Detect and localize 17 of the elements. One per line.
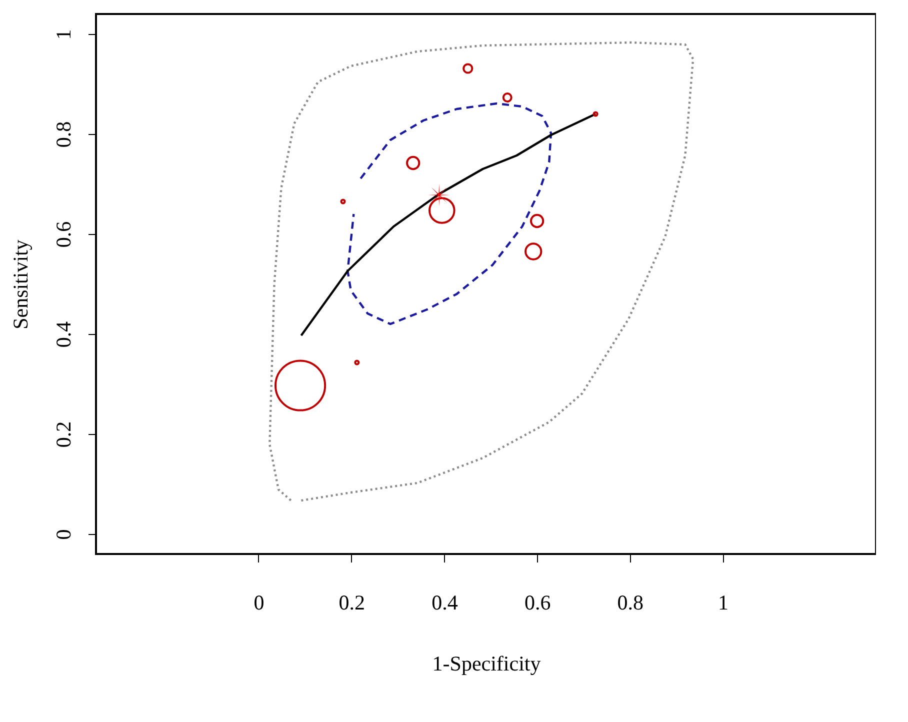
x-tick-label: 0.6 [524,590,551,614]
y-tick-label: 0 [52,529,76,540]
x-tick-label: 0.8 [617,590,644,614]
line-series [268,41,694,502]
y-tick-label: 1 [52,29,76,40]
x-tick-label: 0 [254,590,264,614]
y-axis-title: Sensitivity [8,239,32,330]
x-axis-title: 1-Specificity [432,652,542,676]
x-tick-label: 0.4 [432,590,458,614]
y-tick-label: 0.2 [52,421,76,448]
y-tick-label: 0.6 [52,221,76,248]
x-tick-label: 0.2 [338,590,365,614]
y-tick-label: 0.4 [52,320,76,348]
y-tick-label: 0.8 [52,121,76,148]
line-series [346,102,552,326]
line-series [300,112,597,337]
x-tick-label: 1 [718,590,729,614]
